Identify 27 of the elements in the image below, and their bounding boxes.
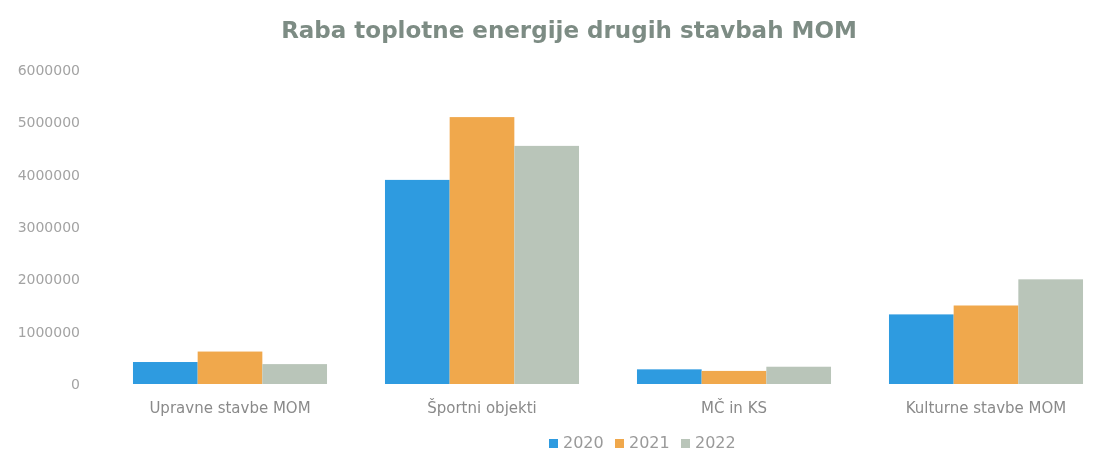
bar [449,117,515,384]
y-tick-label: 1000000 [17,323,80,340]
y-tick-label: 2000000 [17,271,80,288]
bar [701,370,767,384]
chart-title: Raba toplotne energije drugih stavbah MOM [281,17,857,43]
bar [384,179,450,384]
x-tick-label: Športni objekti [427,398,537,417]
y-tick-label: 3000000 [17,218,80,235]
y-tick-label: 0 [71,375,80,392]
bar [262,364,328,384]
bar [197,351,263,384]
legend-label: 2020 [563,433,604,452]
y-tick-label: 6000000 [17,61,80,78]
y-tick-label: 5000000 [17,114,80,131]
legend-label: 2021 [629,433,670,452]
bar [132,362,198,384]
bar [953,305,1019,384]
bar [1018,279,1084,384]
bar [888,314,954,384]
x-tick-label: Upravne stavbe MOM [149,399,311,417]
x-tick-label: MČ in KS [701,398,767,417]
legend-label: 2022 [695,433,736,452]
bar [766,366,832,384]
bar [514,145,580,384]
bar [636,369,702,384]
y-tick-label: 4000000 [17,166,80,183]
x-tick-label: Kulturne stavbe MOM [905,399,1067,417]
